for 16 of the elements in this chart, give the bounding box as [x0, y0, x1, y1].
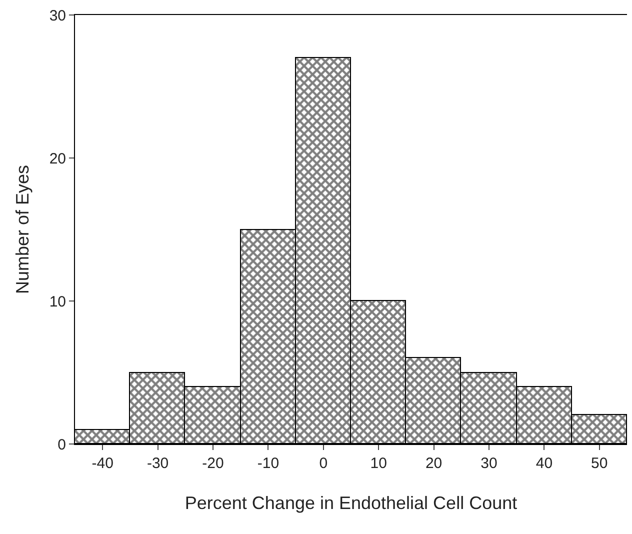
- x-tick-label: 20: [425, 455, 442, 472]
- x-tick-label: 0: [319, 455, 328, 472]
- x-tick-label: 40: [536, 455, 553, 472]
- y-tick-label: 10: [49, 293, 66, 310]
- x-tick-label: -10: [257, 455, 280, 472]
- x-tick-label: -20: [202, 455, 224, 472]
- x-tick-label: 50: [591, 455, 608, 472]
- x-tick-label: 10: [370, 455, 387, 472]
- x-axis-title: Percent Change in Endothelial Cell Count: [184, 493, 518, 514]
- y-tick-label: 0: [58, 436, 66, 454]
- x-tick-label: -40: [92, 455, 114, 472]
- x-tick-label: 30: [480, 455, 498, 472]
- y-tick-label: 30: [49, 7, 66, 24]
- x-tick-label: -30: [146, 455, 169, 472]
- y-tick-label: 20: [49, 150, 66, 168]
- y-axis-title: Number of Eyes: [12, 164, 33, 294]
